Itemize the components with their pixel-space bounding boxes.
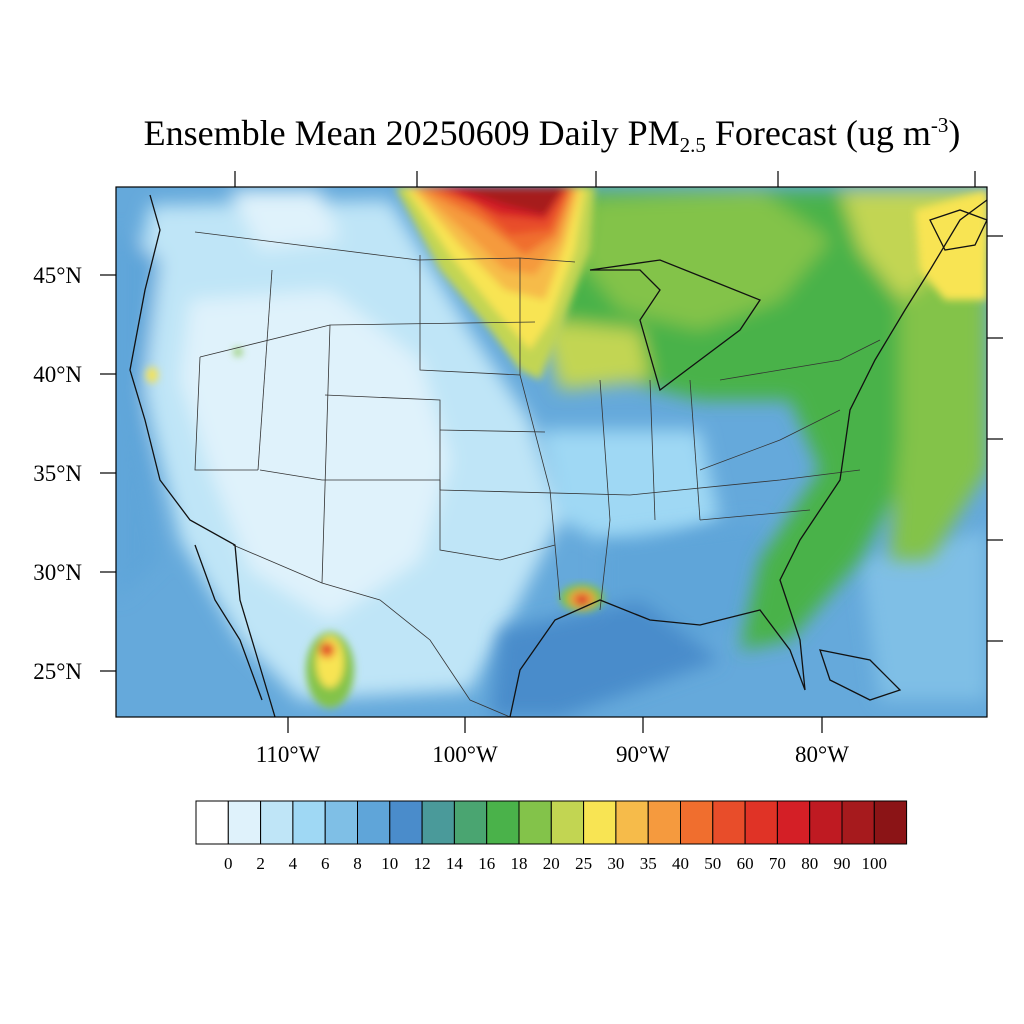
colorbar-swatch bbox=[680, 800, 714, 845]
title-superscript: -3 bbox=[930, 113, 949, 137]
map-title: Ensemble Mean 20250609 Daily PM2.5 Forec… bbox=[0, 112, 1024, 158]
colorbar-swatch bbox=[841, 800, 875, 845]
colorbar-swatch bbox=[744, 800, 778, 845]
colorbar-label: 40 bbox=[672, 854, 689, 873]
lon-label: 110°W bbox=[256, 742, 321, 767]
colorbar-swatch bbox=[227, 800, 262, 845]
colorbar-label: 16 bbox=[478, 854, 495, 873]
colorbar-swatch bbox=[260, 800, 294, 845]
colorbar-label: 2 bbox=[256, 854, 265, 873]
pm25-field bbox=[116, 187, 987, 717]
lat-label: 35°N bbox=[33, 461, 82, 486]
colorbar-label: 14 bbox=[446, 854, 464, 873]
lat-label: 25°N bbox=[33, 659, 82, 684]
colorbar-label: 80 bbox=[801, 854, 818, 873]
colorbar-label: 0 bbox=[224, 854, 233, 873]
colorbar-swatch bbox=[518, 800, 552, 845]
lat-labels: 45°N 40°N 35°N 30°N 25°N bbox=[33, 263, 82, 684]
sinaloa-hotspot bbox=[306, 632, 354, 708]
colorbar-swatch bbox=[389, 800, 423, 845]
colorbar-swatch bbox=[324, 800, 359, 845]
colorbar-swatch bbox=[583, 800, 617, 845]
lat-label: 30°N bbox=[33, 560, 82, 585]
lat-label: 40°N bbox=[33, 362, 82, 387]
colorbar-swatch bbox=[195, 800, 229, 845]
smoke-plume-north-plains bbox=[395, 187, 595, 380]
lon-label: 80°W bbox=[795, 742, 849, 767]
colorbar-swatch bbox=[712, 800, 746, 845]
colorbar-swatch bbox=[421, 800, 455, 845]
colorbar-swatch bbox=[615, 800, 649, 845]
lon-label: 90°W bbox=[616, 742, 670, 767]
colorbar-swatch bbox=[647, 800, 682, 845]
state-boundaries bbox=[194, 231, 881, 717]
colorbar-label: 90 bbox=[834, 854, 851, 873]
louisiana-hotspot bbox=[560, 584, 604, 612]
colorbar-label: 12 bbox=[414, 854, 431, 873]
colorbar: 0 2 4 6 8 10 12 14 16 18 20 25 30 35 40 50 60 70 80 90 100 bbox=[195, 800, 908, 873]
colorbar-swatch bbox=[453, 800, 488, 845]
colorbar-swatch bbox=[550, 800, 585, 845]
colorbar-label: 10 bbox=[381, 854, 398, 873]
bottom-ticks bbox=[287, 717, 823, 733]
colorbar-label: 30 bbox=[607, 854, 624, 873]
right-ticks bbox=[987, 235, 1003, 642]
colorbar-label: 35 bbox=[640, 854, 657, 873]
map-frame bbox=[115, 186, 988, 718]
colorbar-label: 50 bbox=[704, 854, 721, 873]
colorbar-label: 4 bbox=[289, 854, 298, 873]
lat-label: 45°N bbox=[33, 263, 82, 288]
title-suffix: ) bbox=[948, 113, 961, 153]
colorbar-label: 70 bbox=[769, 854, 786, 873]
colorbar-swatch bbox=[486, 800, 520, 845]
atlantic-maritime-plume bbox=[915, 190, 987, 300]
colorbar-label: 18 bbox=[511, 854, 528, 873]
colorbar-label: 25 bbox=[575, 854, 592, 873]
left-ticks bbox=[100, 274, 116, 672]
colorbar-swatch bbox=[873, 800, 908, 845]
colorbar-label: 60 bbox=[737, 854, 754, 873]
title-subscript: 2.5 bbox=[679, 133, 706, 157]
colorbar-swatch bbox=[776, 800, 811, 845]
colorbar-swatch bbox=[357, 800, 391, 845]
colorbar-label: 6 bbox=[321, 854, 330, 873]
lon-label: 100°W bbox=[432, 742, 498, 767]
colorbar-swatch bbox=[292, 800, 326, 845]
title-middle: Forecast (ug m bbox=[705, 113, 931, 153]
coastlines bbox=[129, 194, 987, 717]
top-ticks bbox=[234, 171, 976, 187]
great-lakes-green-band bbox=[540, 190, 987, 650]
california-hotspot bbox=[146, 348, 242, 383]
colorbar-swatch bbox=[809, 800, 843, 845]
colorbar-label: 8 bbox=[353, 854, 362, 873]
colorbar-label: 100 bbox=[862, 854, 888, 873]
lon-labels: 110°W 100°W 90°W 80°W bbox=[256, 742, 850, 767]
colorbar-label: 20 bbox=[543, 854, 560, 873]
title-prefix: Ensemble Mean 20250609 Daily PM bbox=[143, 113, 680, 153]
